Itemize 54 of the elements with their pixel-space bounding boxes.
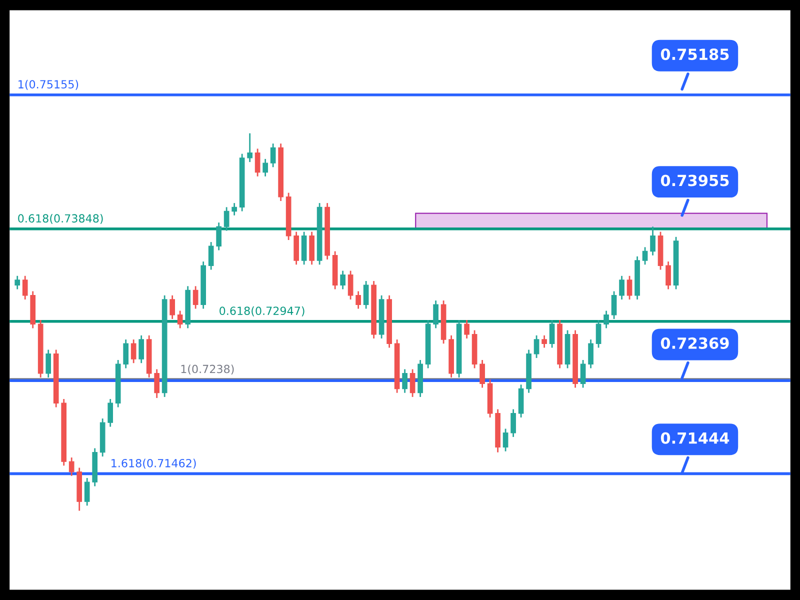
candlestick — [588, 338, 594, 369]
candlestick — [254, 148, 260, 178]
candlestick — [224, 206, 230, 232]
candlestick — [542, 334, 547, 348]
candlestick — [123, 338, 129, 369]
annotation: 0.71444 — [660, 432, 730, 444]
candlestick — [402, 368, 408, 394]
candlestick — [464, 319, 470, 340]
annotation: 0.73955 — [660, 174, 729, 186]
candlestick — [216, 222, 222, 251]
candlestick — [510, 408, 516, 438]
candlestick — [208, 241, 214, 270]
candlestick — [154, 368, 160, 399]
candlestick — [348, 270, 354, 300]
candlestick — [68, 456, 74, 477]
candlestick — [611, 290, 617, 320]
candlestick — [604, 310, 609, 329]
candlestick — [84, 477, 90, 506]
ref-line-label: 1(0.7238) — [181, 364, 234, 374]
annotation: 0.72369 — [660, 337, 729, 349]
candlestick — [534, 334, 540, 359]
candlestick — [22, 275, 28, 300]
candlestick — [433, 300, 438, 329]
candlestick — [626, 275, 632, 300]
candlestick — [619, 275, 624, 300]
candlestick — [580, 359, 586, 388]
annotation: 0.75185 — [660, 48, 729, 60]
candlestick — [480, 359, 485, 388]
candlestick — [502, 428, 508, 452]
candlestick — [549, 319, 555, 348]
candlestick — [108, 398, 114, 428]
candlestick — [356, 290, 361, 310]
candlestick — [270, 142, 276, 168]
candlestick — [46, 349, 52, 378]
candlestick — [138, 334, 144, 364]
candlestick — [14, 275, 20, 290]
candlestick — [666, 260, 671, 290]
candlestick — [192, 285, 198, 310]
candlestick — [247, 132, 252, 163]
candlestick — [642, 246, 648, 266]
candlestick — [232, 202, 237, 216]
candlestick — [130, 338, 136, 364]
ref-line-label: 1.618(0.71462) — [112, 458, 196, 469]
candlestick — [596, 319, 602, 348]
candlestick — [340, 270, 346, 290]
candlestick — [170, 294, 176, 320]
ref-line-label: 0.618(0.72947) — [220, 306, 304, 316]
ref-line-label: 0.618(0.73848) — [18, 214, 103, 224]
ref-line-label: 1(0.75155) — [18, 80, 78, 90]
candlestick — [363, 280, 369, 310]
candlestick — [177, 310, 183, 329]
candlestick — [262, 158, 268, 178]
candlestick — [410, 368, 416, 398]
candlestick — [650, 226, 656, 256]
